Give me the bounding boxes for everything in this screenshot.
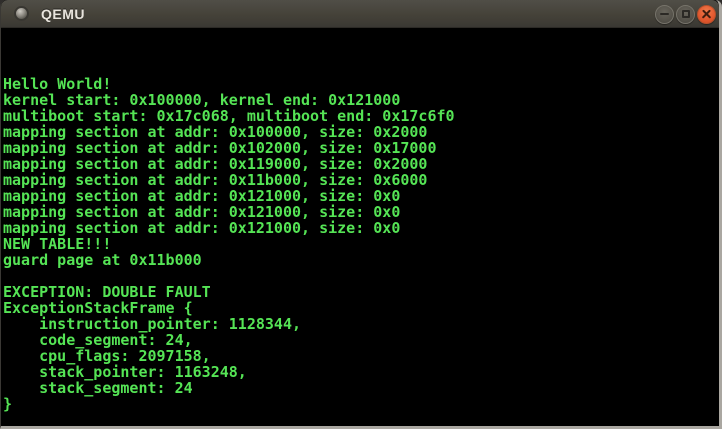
terminal-line: mapping section at addr: 0x121000, size:… (3, 219, 401, 237)
window-title: QEMU (41, 5, 85, 22)
terminal-line: instruction_pointer: 1128344, (3, 315, 302, 333)
terminal-line (3, 44, 719, 60)
terminal-line: NEW TABLE!!! (3, 235, 112, 253)
terminal-line (3, 28, 719, 44)
terminal-line: Hello World! (3, 75, 112, 93)
minimize-button[interactable] (655, 4, 674, 24)
terminal-line: mapping section at addr: 0x119000, size:… (3, 155, 428, 173)
terminal-line (3, 268, 719, 284)
window-controls (655, 0, 716, 28)
terminal-line: } (3, 395, 13, 413)
terminal-line: mapping section at addr: 0x121000, size:… (3, 203, 401, 221)
qemu-window-icon (16, 8, 27, 19)
minimize-icon (660, 13, 669, 15)
titlebar[interactable]: QEMU (1, 0, 719, 28)
terminal-line: EXCEPTION: DOUBLE FAULT (3, 283, 211, 301)
terminal-line: mapping section at addr: 0x121000, size:… (3, 187, 401, 205)
close-button[interactable] (697, 4, 716, 24)
terminal-line: stack_pointer: 1163248, (3, 363, 247, 381)
terminal-line: mapping section at addr: 0x102000, size:… (3, 139, 437, 157)
terminal-line: cpu_flags: 2097158, (3, 347, 211, 365)
terminal-line: kernel start: 0x100000, kernel end: 0x12… (3, 91, 401, 109)
maximize-icon (681, 10, 690, 18)
terminal-line: ExceptionStackFrame { (3, 299, 193, 317)
terminal-line: mapping section at addr: 0x100000, size:… (3, 123, 428, 141)
terminal-line: multiboot start: 0x17c068, multiboot end… (3, 107, 455, 125)
close-icon (701, 9, 712, 20)
terminal-line: code_segment: 24, (3, 331, 193, 349)
terminal-line (3, 60, 719, 76)
terminal-line: stack_segment: 24 (3, 379, 193, 397)
terminal-line: mapping section at addr: 0x11b000, size:… (3, 171, 428, 189)
terminal-output[interactable]: Hello World! kernel start: 0x100000, kern… (1, 28, 719, 426)
maximize-button[interactable] (676, 4, 695, 24)
terminal-line: guard page at 0x11b000 (3, 251, 202, 269)
